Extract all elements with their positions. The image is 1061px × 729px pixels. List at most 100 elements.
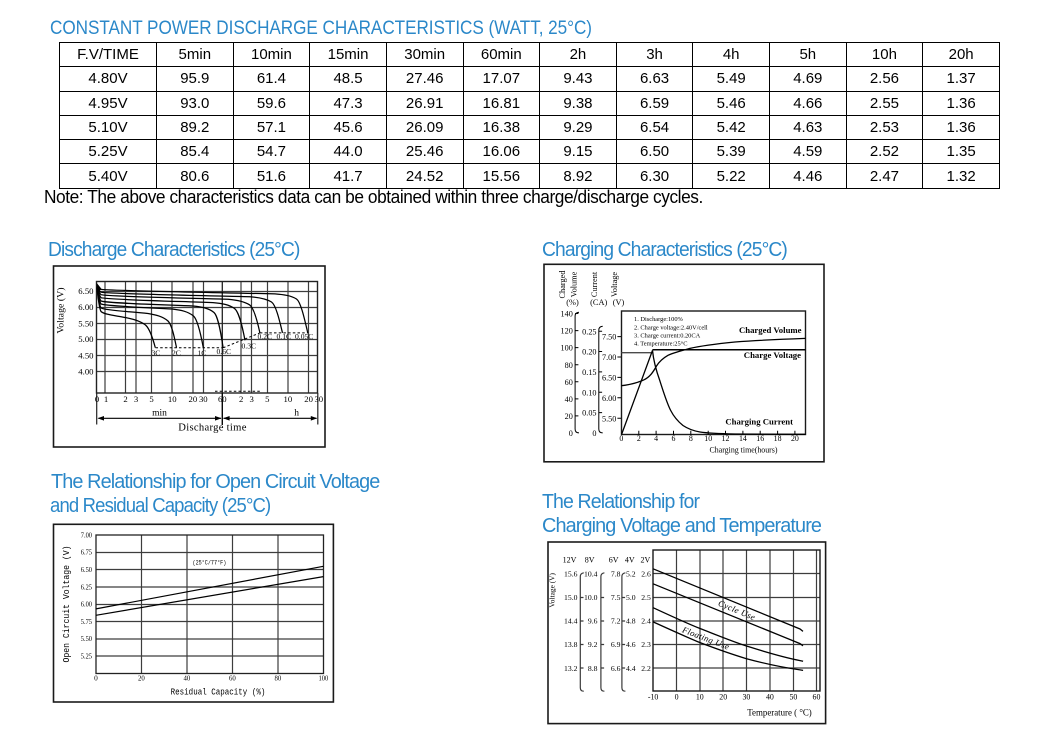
svg-text:30: 30 [199,394,208,404]
svg-text:14: 14 [739,434,747,443]
svg-text:2: 2 [637,434,641,443]
svg-text:100: 100 [319,673,329,682]
svg-text:2.6: 2.6 [641,569,651,578]
svg-text:Charged: Charged [558,270,567,299]
svg-text:80: 80 [565,361,573,370]
svg-text:18: 18 [774,434,782,443]
svg-text:-10: -10 [648,692,659,701]
svg-text:0.20: 0.20 [582,348,596,357]
svg-text:Discharge time: Discharge time [178,422,246,433]
svg-text:0.1C: 0.1C [277,332,292,341]
svg-text:6.50: 6.50 [78,286,94,296]
svg-text:10.4: 10.4 [584,569,598,578]
svg-text:0: 0 [675,692,679,701]
svg-text:4.8: 4.8 [626,617,636,626]
svg-text:3: 3 [250,394,254,404]
svg-text:3C: 3C [152,349,161,358]
svg-text:6.00: 6.00 [78,302,94,312]
svg-text:3. Charge current:0.20CA: 3. Charge current:0.20CA [634,332,701,339]
svg-text:2.2: 2.2 [641,664,651,673]
svg-text:7.50: 7.50 [602,333,616,342]
svg-text:10: 10 [696,692,704,701]
svg-text:0.25: 0.25 [582,327,596,336]
svg-text:5.50: 5.50 [78,318,94,328]
svg-text:4: 4 [654,434,658,443]
svg-text:10: 10 [168,394,177,404]
svg-text:Voltage (V): Voltage (V) [548,572,557,607]
svg-text:10.0: 10.0 [584,593,598,602]
svg-text:5: 5 [149,394,153,404]
svg-text:6.00: 6.00 [602,394,616,403]
svg-text:6V: 6V [609,556,619,565]
svg-text:4. Temperature:25°C: 4. Temperature:25°C [634,341,687,348]
svg-text:3: 3 [134,394,138,404]
svg-text:14.4: 14.4 [564,617,578,626]
svg-text:1: 1 [104,394,108,404]
svg-text:20: 20 [719,692,727,701]
svg-text:0.15: 0.15 [582,368,596,377]
svg-text:16: 16 [756,434,764,443]
svg-text:6.50: 6.50 [81,565,92,574]
svg-text:Voltage: Voltage [610,272,619,298]
svg-text:0.05C: 0.05C [295,332,313,341]
svg-text:9.6: 9.6 [588,617,598,626]
svg-text:1. Discharge:100%: 1. Discharge:100% [634,316,684,323]
svg-text:0.2C: 0.2C [258,332,273,341]
svg-text:10: 10 [704,434,712,443]
svg-text:20: 20 [304,394,313,404]
svg-text:6.6: 6.6 [611,664,621,673]
svg-text:Volume: Volume [569,271,578,297]
svg-text:6.00: 6.00 [81,600,92,609]
svg-text:0: 0 [95,394,100,404]
svg-text:0.3C: 0.3C [242,341,257,350]
svg-text:Current: Current [590,271,599,297]
svg-text:Voltage (V): Voltage (V) [56,287,67,333]
svg-text:5.75: 5.75 [81,617,92,626]
svg-text:6: 6 [672,434,676,443]
svg-text:h: h [294,408,299,418]
svg-text:15.6: 15.6 [564,569,578,578]
svg-text:0.05: 0.05 [582,409,596,418]
svg-text:Charging Current: Charging Current [725,417,793,427]
svg-text:4.00: 4.00 [78,366,94,376]
svg-text:50: 50 [789,692,797,701]
svg-text:(V): (V) [613,298,625,307]
svg-text:1C: 1C [198,349,207,358]
svg-text:Charged Volume: Charged Volume [739,325,802,335]
svg-text:0: 0 [592,429,596,438]
svg-text:2C: 2C [172,349,181,358]
svg-text:4.4: 4.4 [626,664,636,673]
svg-text:Temperature ( °C): Temperature ( °C) [747,707,812,717]
svg-text:40: 40 [184,673,191,682]
svg-text:0: 0 [94,673,98,682]
svg-text:80: 80 [275,673,282,682]
svg-text:13.8: 13.8 [564,640,578,649]
svg-text:40: 40 [766,692,774,701]
svg-text:20: 20 [791,434,799,443]
svg-text:4.50: 4.50 [78,350,94,360]
svg-text:0.10: 0.10 [582,388,596,397]
svg-text:5.50: 5.50 [602,414,616,423]
svg-text:5.0: 5.0 [626,593,636,602]
svg-text:140: 140 [561,309,573,318]
svg-text:30: 30 [742,692,750,701]
svg-text:120: 120 [561,327,573,336]
svg-text:5.00: 5.00 [78,334,94,344]
svg-text:15.0: 15.0 [564,593,578,602]
svg-text:8: 8 [689,434,693,443]
svg-text:30: 30 [314,394,323,404]
svg-text:0.6C: 0.6C [217,347,232,356]
svg-text:Open Circuit Voltage (V): Open Circuit Voltage (V) [62,546,72,663]
svg-text:2: 2 [123,394,127,404]
svg-text:6.75: 6.75 [81,548,92,557]
svg-text:20: 20 [565,412,573,421]
svg-text:7.00: 7.00 [602,353,616,362]
svg-text:2.5: 2.5 [641,593,651,602]
svg-text:13.2: 13.2 [564,664,578,673]
svg-text:8.8: 8.8 [588,664,598,673]
svg-text:6.50: 6.50 [602,374,616,383]
svg-text:100: 100 [561,344,573,353]
svg-text:7.5: 7.5 [611,593,621,602]
svg-text:min: min [152,408,167,418]
svg-text:0: 0 [569,429,573,438]
